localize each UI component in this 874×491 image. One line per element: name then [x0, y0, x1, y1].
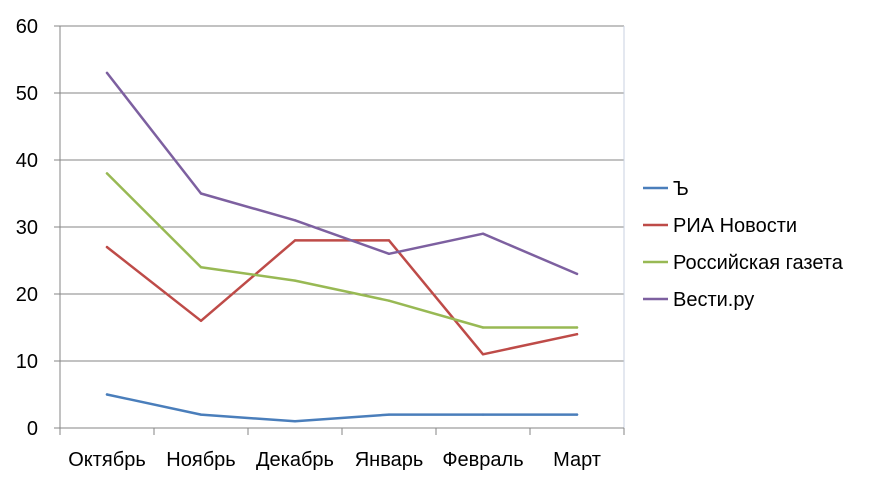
legend-entry-label: Ъ	[673, 178, 689, 200]
legend: Ъ РИА Новости Российская газета Вести.ру	[643, 178, 844, 311]
series-line-3	[105, 172, 579, 329]
data-point	[481, 326, 485, 329]
x-tick-label: Декабрь	[256, 449, 334, 471]
y-tick-label: 20	[16, 284, 38, 306]
y-tick-label: 0	[27, 418, 38, 440]
data-point	[105, 172, 109, 175]
data-point	[575, 413, 579, 416]
legend-entry-label: Вести.ру	[673, 289, 754, 311]
data-point	[575, 326, 579, 329]
x-tick-label: Январь	[355, 449, 424, 471]
legend-entry-label: РИА Новости	[673, 215, 797, 237]
data-point	[105, 245, 109, 249]
data-point	[199, 319, 203, 322]
data-point	[293, 420, 297, 423]
data-point	[481, 232, 485, 235]
data-point	[387, 413, 391, 416]
series-line-1	[105, 393, 579, 423]
x-tick-label: Октябрь	[68, 449, 146, 471]
series-line-4	[105, 71, 579, 276]
series-lines	[105, 71, 579, 423]
y-tick-label: 30	[16, 217, 38, 239]
data-point	[575, 272, 579, 276]
x-tick-label: Март	[553, 449, 601, 471]
data-point	[105, 71, 109, 75]
data-point	[481, 353, 485, 356]
data-point	[293, 219, 297, 222]
data-point	[293, 279, 297, 282]
series-line-2	[105, 239, 579, 356]
data-point	[105, 393, 109, 396]
x-tick-label: Ноябрь	[166, 449, 235, 471]
data-point	[199, 192, 203, 195]
y-tick-label: 10	[16, 351, 38, 373]
data-point	[293, 239, 297, 242]
y-tick-label: 60	[16, 16, 38, 38]
data-point	[575, 333, 579, 336]
y-tick-label: 50	[16, 83, 38, 105]
data-point	[387, 299, 391, 302]
gridlines	[60, 25, 625, 428]
data-point	[387, 239, 391, 242]
axes: 0 10 20 30 40 50 60 Октябрь Ноябрь Декабрь Январь Ф…	[16, 16, 625, 471]
legend-entry-label: Российская газета	[673, 252, 844, 274]
data-point	[387, 252, 391, 255]
data-point	[199, 266, 203, 269]
data-point	[199, 413, 203, 416]
y-tick-label: 40	[16, 150, 38, 172]
data-point	[481, 413, 485, 416]
x-tick-label: Февраль	[442, 449, 523, 471]
